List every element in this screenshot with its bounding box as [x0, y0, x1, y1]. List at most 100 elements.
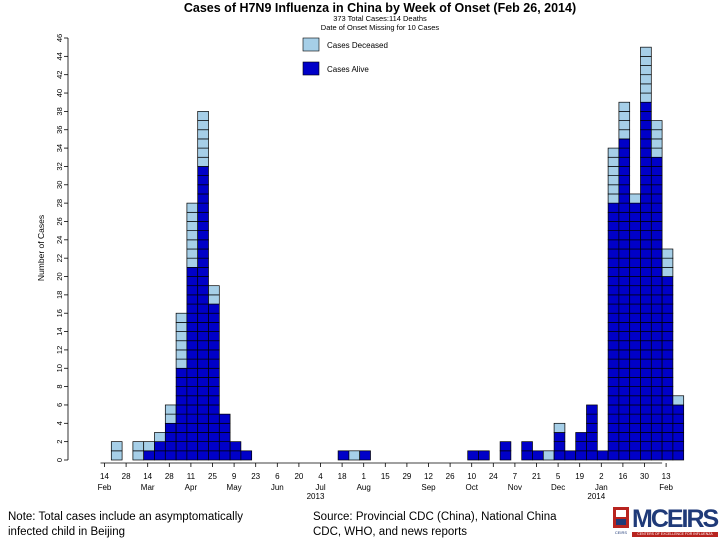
- bar-segment-alive: [186, 349, 199, 360]
- y-tick-label: 6: [55, 403, 64, 407]
- bar-segment-alive: [640, 147, 652, 158]
- bar-segment-alive: [197, 395, 209, 406]
- bar-segment-deceased: [186, 202, 199, 213]
- bar-segment-alive: [197, 266, 209, 277]
- bar-segment-alive: [661, 303, 674, 314]
- x-tick-label: 10: [467, 472, 476, 481]
- bar-week-34: [467, 450, 479, 461]
- bar-segment-alive: [175, 413, 188, 424]
- bar-segment-alive: [618, 285, 631, 296]
- bar-segment-alive: [640, 322, 652, 332]
- bar-segment-alive: [164, 432, 177, 443]
- bar-segment-alive: [618, 230, 631, 241]
- x-tick-label: 2: [599, 472, 604, 481]
- bar-segment-alive: [618, 193, 631, 204]
- bar-segment-alive: [618, 156, 631, 167]
- x-month-label: Feb: [98, 483, 112, 492]
- bar-segment-alive: [629, 294, 641, 305]
- bar-segment-deceased: [186, 248, 199, 259]
- bar-segment-alive: [629, 266, 641, 277]
- bar-segment-alive: [197, 193, 209, 204]
- bar-segment-deceased: [607, 193, 620, 204]
- x-year-label: 2014: [587, 492, 605, 500]
- ceirs-badge-icon: CEIRS: [613, 507, 629, 535]
- bar-segment-alive: [640, 230, 652, 241]
- bar-segment-deceased: [164, 404, 177, 415]
- bar-segment-alive: [208, 422, 220, 433]
- bar-segment-deceased: [132, 450, 145, 461]
- bar-segment-alive: [640, 184, 652, 195]
- bar-segment-deceased: [110, 450, 123, 461]
- bar-segment-alive: [607, 221, 620, 232]
- bar-segment-alive: [197, 211, 209, 222]
- bar-segment-alive: [650, 257, 663, 268]
- bar-segment-alive: [575, 432, 587, 443]
- bar-segment-alive: [596, 450, 609, 461]
- bar-segment-alive: [650, 175, 663, 186]
- bar-segment-deceased: [197, 138, 209, 149]
- bar-week-5: [154, 432, 166, 461]
- bar-segment-alive: [618, 138, 631, 149]
- bar-segment-alive: [186, 404, 199, 415]
- bar-segment-alive: [650, 404, 663, 415]
- bar-segment-alive: [650, 450, 663, 461]
- bar-segment-alive: [618, 276, 631, 287]
- bar-segment-alive: [650, 202, 663, 213]
- bar-segment-alive: [661, 331, 674, 342]
- bar-segment-alive: [607, 312, 620, 323]
- bar-segment-deceased: [208, 294, 220, 305]
- bar-segment-alive: [197, 285, 209, 296]
- bar-segment-alive: [197, 349, 209, 360]
- bar-segment-alive: [650, 248, 663, 259]
- x-month-label: Mar: [141, 483, 155, 492]
- bar-segment-alive: [575, 441, 587, 452]
- bar-segment-alive: [640, 312, 652, 323]
- x-month-label: Nov: [508, 483, 522, 492]
- y-tick-label: 24: [55, 236, 64, 244]
- bar-segment-alive: [640, 175, 652, 186]
- bar-segment-deceased: [186, 221, 199, 232]
- bar-segment-alive: [672, 422, 685, 433]
- bar-segment-alive: [618, 395, 631, 406]
- bar-segment-alive: [607, 422, 620, 433]
- bar-segment-alive: [175, 386, 188, 397]
- mceirs-logo: CEIRS MCEIRS CENTERS OF EXCELLENCE FOR I…: [612, 505, 719, 539]
- logo-subtext: CENTERS OF EXCELLENCE FOR INFLUENZA RESE…: [632, 532, 718, 537]
- bar-segment-alive: [197, 184, 209, 195]
- bar-segment-alive: [640, 303, 652, 314]
- bar-segment-deceased: [197, 111, 209, 121]
- bar-segment-alive: [618, 386, 631, 397]
- x-month-label: Apr: [185, 483, 198, 492]
- bar-segment-alive: [629, 331, 641, 342]
- bar-segment-alive: [650, 266, 663, 277]
- chart-subtitle: 373 Total Cases:114 Deaths Date of Onset…: [0, 14, 720, 32]
- bar-segment-deceased: [650, 129, 663, 140]
- bar-segment-alive: [154, 450, 166, 461]
- bar-segment-alive: [208, 395, 220, 406]
- bar-segment-alive: [618, 166, 631, 176]
- bar-segment-alive: [586, 432, 598, 443]
- bar-week-43: [564, 450, 577, 461]
- bar-segment-alive: [175, 450, 188, 461]
- bar-segment-alive: [640, 257, 652, 268]
- source-note: Source: Provincial CDC (China), National…: [313, 511, 557, 538]
- bar-segment-deceased: [640, 74, 652, 85]
- bar-segment-alive: [629, 276, 641, 287]
- bar-segment-alive: [208, 386, 220, 397]
- bar-week-7: [175, 312, 188, 461]
- bar-segment-alive: [186, 340, 199, 351]
- y-tick-label: 2: [55, 440, 64, 444]
- bar-segment-alive: [208, 367, 220, 378]
- bar-segment-alive: [629, 413, 641, 424]
- bar-segment-alive: [186, 367, 199, 378]
- bar-segment-alive: [618, 340, 631, 351]
- bar-segment-deceased: [672, 395, 685, 406]
- bar-segment-alive: [672, 441, 685, 452]
- bar-week-9: [197, 111, 209, 461]
- bar-segment-alive: [618, 422, 631, 433]
- bar-segment-alive: [640, 285, 652, 296]
- bar-segment-alive: [218, 413, 231, 424]
- x-year-label: 2013: [307, 492, 325, 500]
- bar-segment-alive: [553, 432, 566, 443]
- bar-segment-alive: [607, 432, 620, 443]
